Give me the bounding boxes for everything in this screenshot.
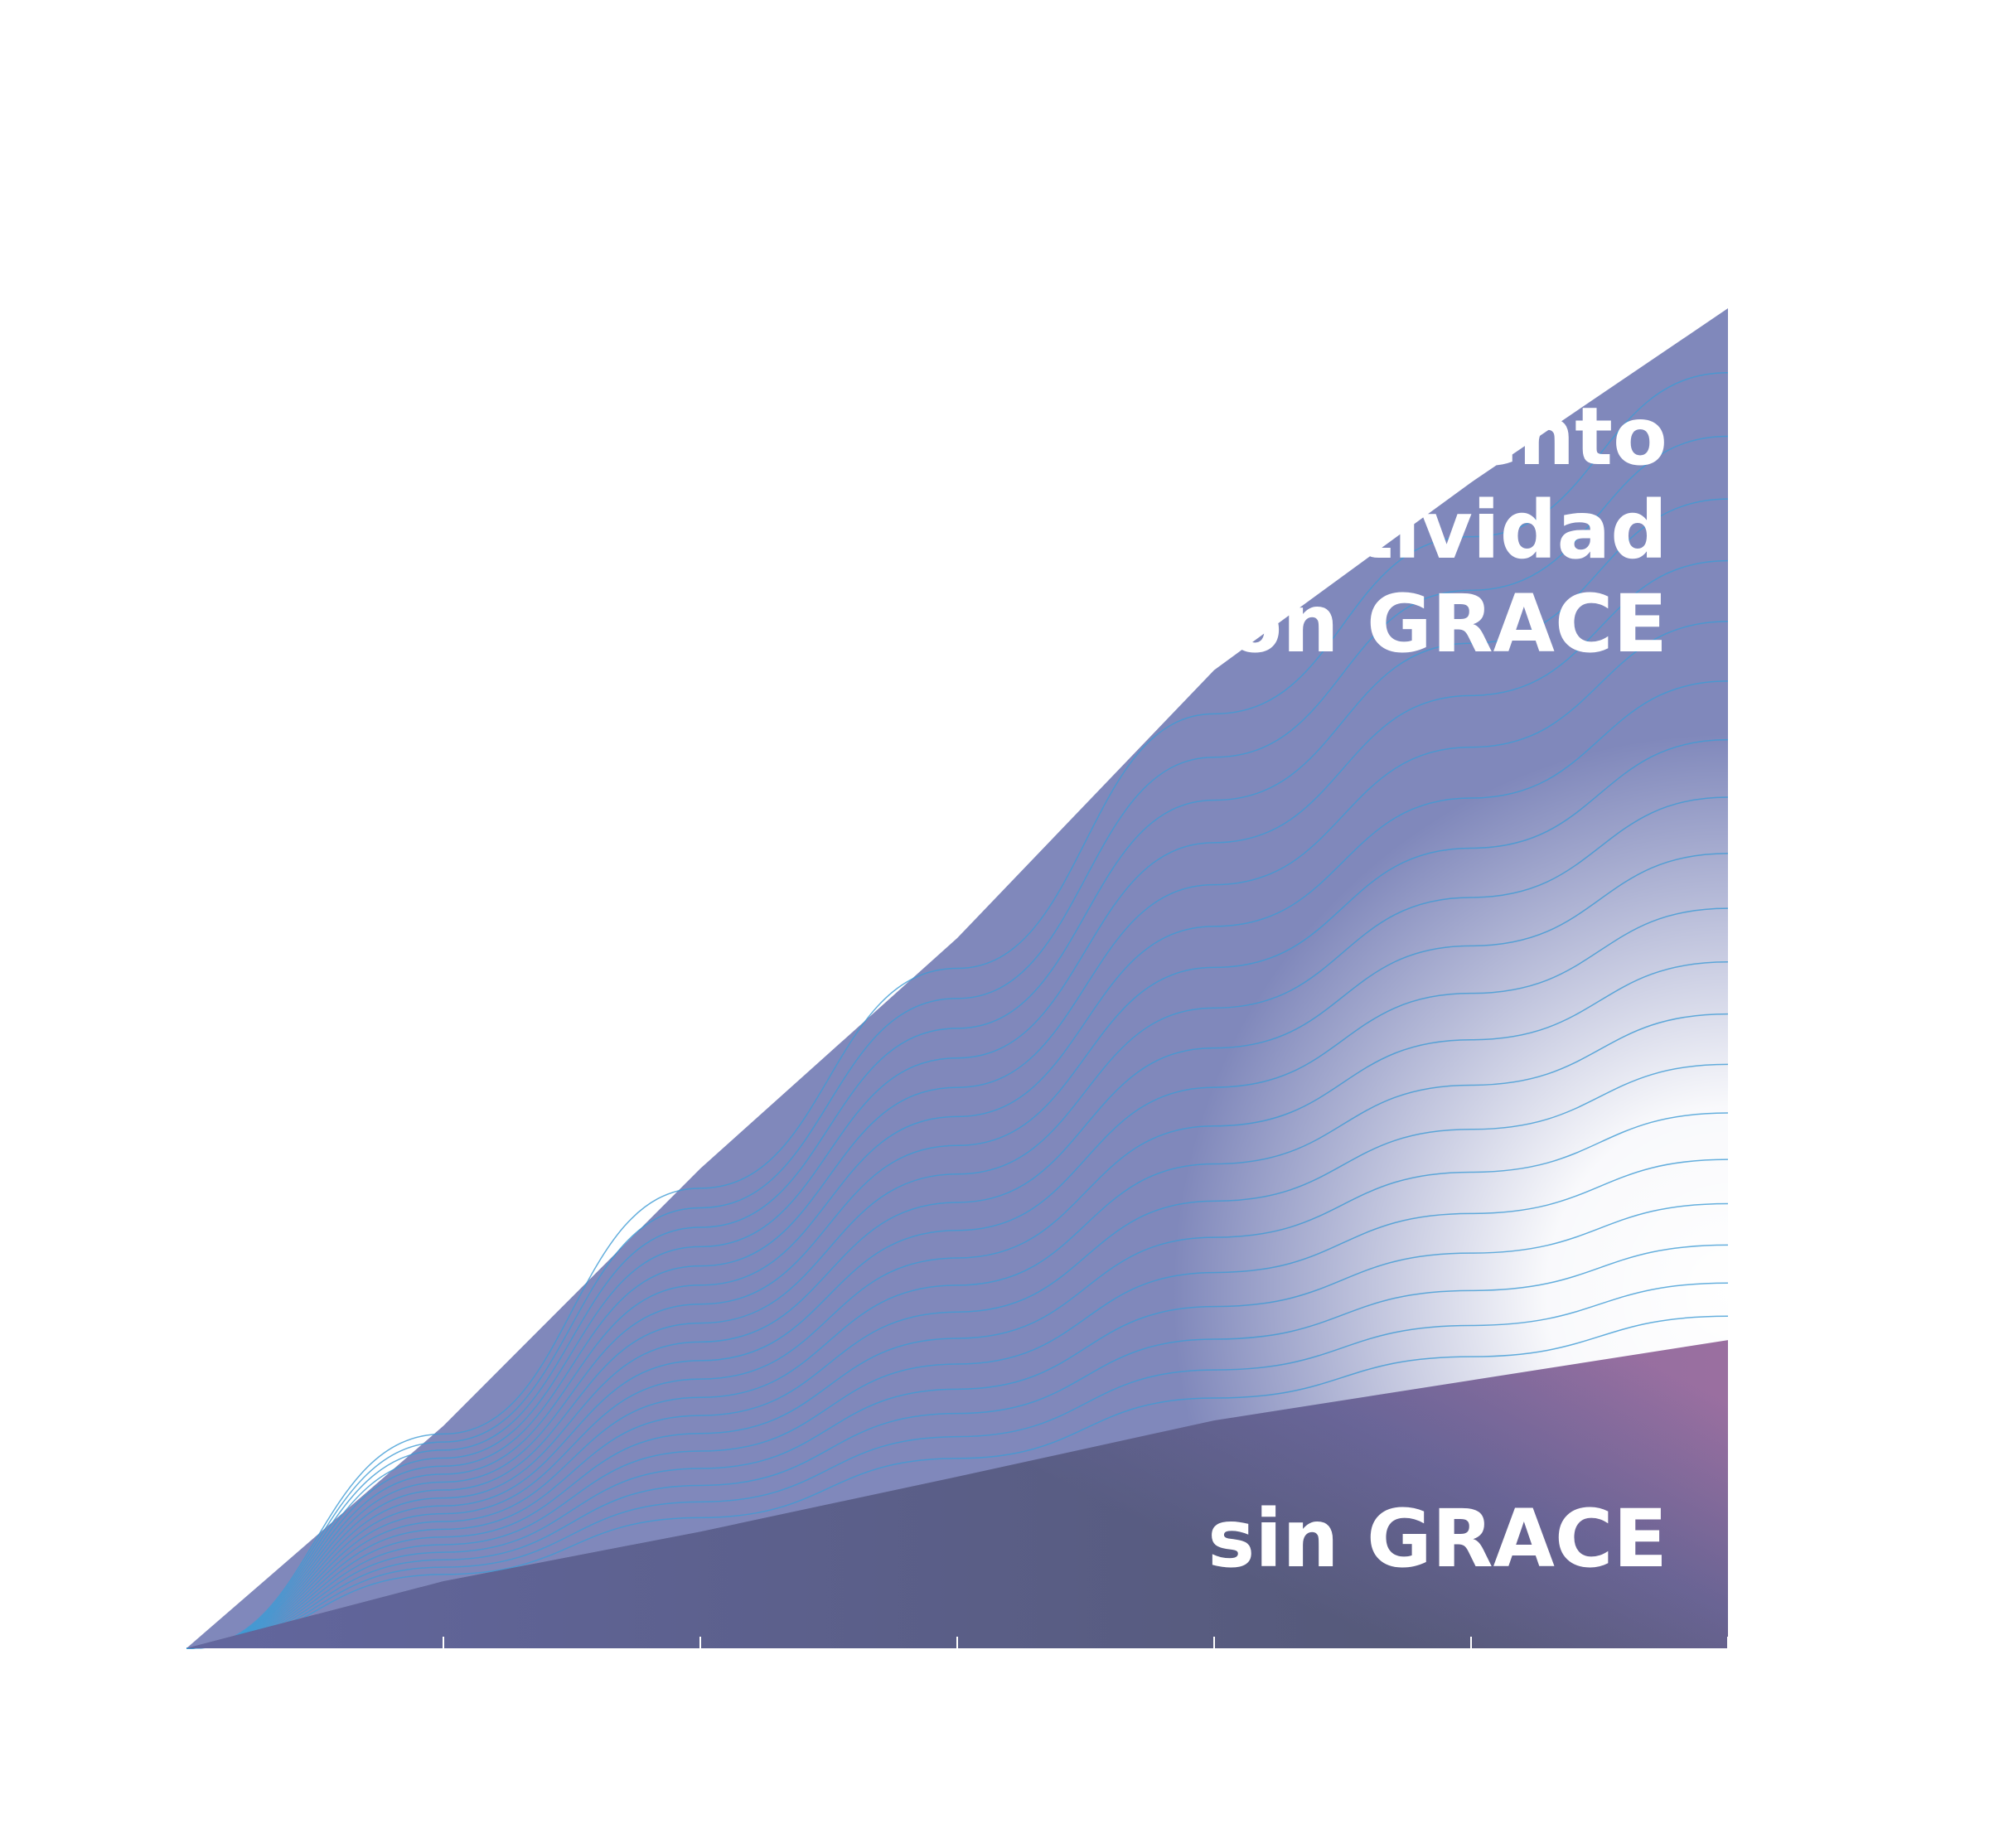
fan-line: [186, 1315, 1729, 1649]
fan-line: [186, 1013, 1729, 1649]
series-label: con GRACE: [1180, 578, 1667, 670]
series-label: de productividad: [905, 484, 1667, 577]
fan-line: [186, 1202, 1729, 1649]
area-fade: [186, 308, 1728, 1648]
fan-line: [186, 372, 1729, 1649]
fan-line: [186, 559, 1729, 1649]
area-lower-tint: [186, 1340, 1728, 1648]
fan-line: [186, 796, 1729, 1649]
fan-line: [186, 1159, 1729, 1649]
fan-line: [186, 1112, 1729, 1649]
series-label: Incremento: [1154, 390, 1667, 483]
series-label: sin GRACE: [1208, 1492, 1667, 1585]
fan-line: [186, 621, 1729, 1649]
fan-line: [186, 1244, 1729, 1649]
plot-area: [186, 308, 1729, 1650]
fan-line: [186, 498, 1729, 1649]
fan-line: [186, 1063, 1729, 1649]
fan-line: [186, 680, 1729, 1649]
fan-line: [186, 907, 1729, 1649]
fan-line: [186, 738, 1729, 1649]
fan-line: [186, 853, 1729, 1649]
fan-line: [186, 1282, 1729, 1649]
fan-line: [186, 961, 1729, 1649]
fan-line: [186, 435, 1729, 1649]
